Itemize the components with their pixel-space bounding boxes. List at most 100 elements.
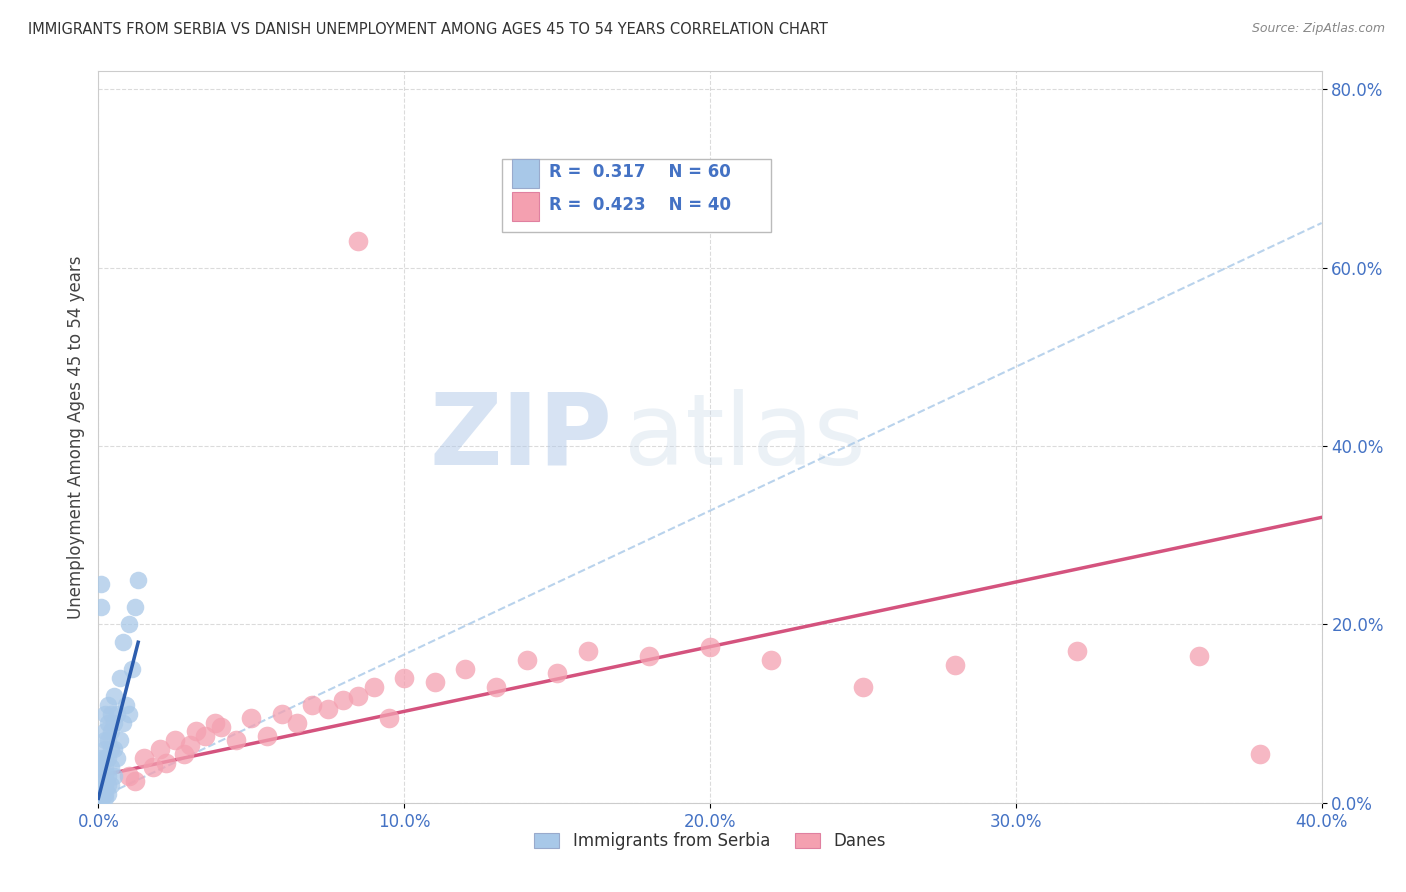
Legend: Immigrants from Serbia, Danes: Immigrants from Serbia, Danes [527,825,893,856]
Point [134,751,156,765]
Text: ZIP: ZIP [429,389,612,485]
Point [90,764,112,779]
Point [118,706,141,721]
Point [90,787,112,801]
Point [576,644,599,658]
Point [93,742,115,756]
Point [90,751,112,765]
Text: IMMIGRANTS FROM SERBIA VS DANISH UNEMPLOYMENT AMONG AGES 45 TO 54 YEARS CORRELAT: IMMIGRANTS FROM SERBIA VS DANISH UNEMPLO… [28,22,828,37]
Bar [512,159,538,188]
Point [97,733,120,747]
Point [225,733,247,747]
Point [186,724,208,739]
Point [100,778,122,792]
Point [173,747,195,761]
Point [90,791,112,805]
Point [127,573,149,587]
Point [97,751,120,765]
Point [111,635,134,649]
Point [97,778,120,792]
Point [316,702,339,716]
Point [103,769,125,783]
Text: Source: ZipAtlas.com: Source: ZipAtlas.com [1251,22,1385,36]
Point [90,756,112,770]
Point [90,791,112,805]
Point [108,733,131,747]
Point [103,715,125,730]
Point [516,653,538,667]
Point [332,693,354,707]
Point [93,733,115,747]
Point [546,666,568,681]
Point [93,760,115,774]
Point [97,715,120,730]
Point [90,791,112,805]
Point [347,234,370,248]
Text: R =  0.317    N = 60: R = 0.317 N = 60 [548,163,730,181]
Point [90,773,112,788]
Text: R =  0.423    N = 40: R = 0.423 N = 40 [548,196,731,214]
Point [392,671,416,685]
Point [943,657,966,672]
Point [90,769,112,783]
Point [100,706,122,721]
Point [90,787,112,801]
Point [142,760,165,774]
Point [124,599,146,614]
Point [103,742,125,756]
Point [93,769,115,783]
Point [121,662,143,676]
Point [105,706,128,721]
Point [1066,644,1088,658]
Point [93,782,115,797]
Point [97,698,120,712]
Point [347,689,370,703]
Point [115,698,138,712]
Point [759,653,782,667]
Point [256,729,278,743]
Point [124,773,146,788]
Point [93,724,115,739]
Point [155,756,177,770]
Point [637,648,661,663]
Point [163,733,186,747]
Point [301,698,323,712]
Point [204,715,226,730]
Point [1249,747,1271,761]
Point [149,742,172,756]
Point [699,640,721,654]
Point [90,782,112,797]
Point [118,769,141,783]
Point [111,715,134,730]
Point [454,662,477,676]
Point [93,791,115,805]
Point [363,680,385,694]
Point [194,729,217,743]
FancyBboxPatch shape [502,159,772,232]
Point [90,577,112,591]
Point [90,791,112,805]
Point [1188,648,1211,663]
Point [90,787,112,801]
Point [93,787,115,801]
Point [90,760,112,774]
Point [90,778,112,792]
Bar [512,192,538,221]
Point [378,711,401,725]
Point [90,782,112,797]
Point [285,715,308,730]
Point [90,599,112,614]
Point [179,738,201,752]
Point [423,675,446,690]
Point [118,617,141,632]
Point [93,773,115,788]
Y-axis label: Unemployment Among Ages 45 to 54 years: Unemployment Among Ages 45 to 54 years [66,255,84,619]
Point [93,778,115,792]
Point [108,671,131,685]
Point [105,751,128,765]
Point [100,760,122,774]
Point [209,720,232,734]
Point [97,769,120,783]
Point [852,680,875,694]
Point [270,706,292,721]
